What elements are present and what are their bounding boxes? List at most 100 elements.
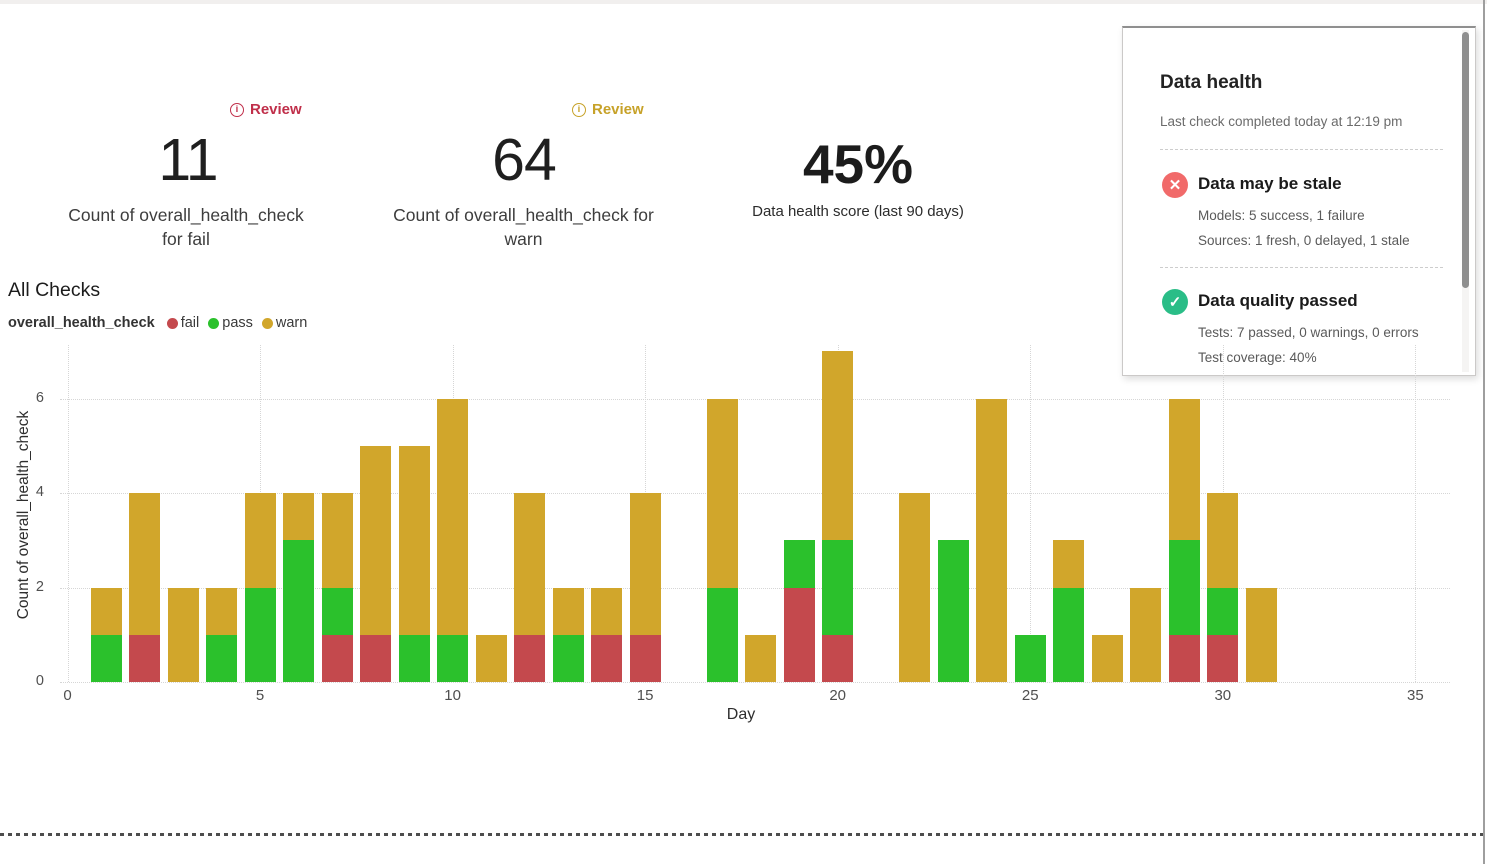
section-title-all-checks: All Checks — [8, 279, 101, 301]
review-badge-fail[interactable]: i Review — [230, 101, 302, 118]
legend-label: fail — [180, 315, 200, 331]
bar-segment-warn-day-13[interactable] — [552, 587, 584, 635]
bar-segment-warn-day-6[interactable] — [283, 493, 315, 541]
bar-segment-fail-day-15[interactable] — [629, 634, 661, 682]
check-circle-icon: ✓ — [1162, 289, 1188, 315]
bar-segment-fail-day-30[interactable] — [1207, 634, 1239, 682]
window-right-edge — [1483, 0, 1485, 864]
y-axis-title: Count of overall_health_check — [15, 410, 32, 620]
legend-label: pass — [222, 315, 253, 331]
bar-segment-warn-day-7[interactable] — [321, 493, 353, 588]
bar-segment-warn-day-18[interactable] — [745, 634, 777, 682]
bar-segment-pass-day-30[interactable] — [1207, 587, 1239, 635]
info-icon: i — [230, 102, 244, 117]
legend-label: warn — [275, 315, 308, 331]
bar-segment-warn-day-24[interactable] — [976, 398, 1008, 682]
y-tick-label: 0 — [35, 673, 44, 689]
x-tick-label: 15 — [636, 687, 654, 704]
bar-segment-warn-day-14[interactable] — [591, 587, 623, 635]
bar-segment-warn-day-17[interactable] — [706, 398, 738, 588]
bar-segment-pass-day-25[interactable] — [1014, 634, 1046, 682]
gridline — [1415, 345, 1417, 682]
bar-segment-pass-day-26[interactable] — [1053, 587, 1085, 682]
bar-segment-pass-day-6[interactable] — [283, 540, 315, 682]
legend-series-name: overall_health_check — [8, 315, 155, 331]
bar-segment-warn-day-1[interactable] — [90, 587, 122, 635]
bar-segment-pass-day-7[interactable] — [321, 587, 353, 635]
bar-segment-warn-day-2[interactable] — [129, 493, 161, 635]
kpi-value-health-score: 45% — [802, 133, 914, 195]
panel-item-detail: Test coverage: 40% — [1198, 350, 1317, 365]
divider — [1160, 149, 1443, 150]
review-badge-warn[interactable]: i Review — [572, 101, 644, 118]
bar-segment-warn-day-12[interactable] — [514, 493, 546, 635]
bar-segment-fail-day-29[interactable] — [1168, 634, 1200, 682]
bar-segment-fail-day-8[interactable] — [360, 634, 392, 682]
y-tick-label: 2 — [35, 578, 44, 595]
kpi-value-fail: 11 — [158, 127, 218, 193]
bar-segment-warn-day-15[interactable] — [629, 493, 661, 635]
bar-segment-warn-day-3[interactable] — [167, 587, 199, 682]
bar-segment-warn-day-22[interactable] — [899, 493, 931, 682]
bar-segment-warn-day-27[interactable] — [1091, 634, 1123, 682]
bar-segment-pass-day-20[interactable] — [822, 540, 854, 635]
y-tick-label: 6 — [35, 389, 44, 406]
bar-segment-warn-day-31[interactable] — [1245, 587, 1277, 682]
bar-segment-warn-day-8[interactable] — [360, 445, 392, 635]
x-axis-title: Day — [726, 706, 756, 723]
bar-segment-warn-day-30[interactable] — [1207, 493, 1239, 588]
bar-segment-pass-day-1[interactable] — [90, 634, 122, 682]
bar-segment-fail-day-14[interactable] — [591, 634, 623, 682]
chart-legend: overall_health_check fail pass warn — [8, 315, 316, 331]
x-tick-label: 35 — [1407, 687, 1424, 704]
bar-segment-warn-day-28[interactable] — [1130, 587, 1162, 682]
bar-segment-warn-day-29[interactable] — [1168, 398, 1200, 541]
kpi-label-warn: Count of overall_health_check for warn — [393, 205, 654, 249]
kpi-label-fail: Count of overall_health_check for fail — [68, 205, 304, 249]
bar-segment-pass-day-17[interactable] — [706, 587, 738, 682]
panel-item-detail: Models: 5 success, 1 failure — [1198, 208, 1365, 223]
bar-segment-warn-day-20[interactable] — [822, 351, 854, 541]
panel-title: Data health — [1160, 72, 1263, 93]
bar-segment-warn-day-26[interactable] — [1053, 540, 1085, 588]
bar-segment-pass-day-19[interactable] — [783, 540, 815, 588]
bar-segment-fail-day-12[interactable] — [514, 634, 546, 682]
bar-segment-warn-day-4[interactable] — [206, 587, 238, 635]
bar-segment-fail-day-19[interactable] — [783, 587, 815, 682]
legend-item-warn[interactable]: warn — [261, 315, 308, 331]
bar-segment-warn-day-5[interactable] — [244, 493, 276, 588]
bar-segment-warn-day-9[interactable] — [398, 445, 430, 635]
selection-dashed-line — [0, 833, 1487, 836]
panel-last-check: Last check completed today at 12:19 pm — [1160, 114, 1403, 129]
y-tick-label: 4 — [35, 484, 44, 500]
bar-segment-fail-day-20[interactable] — [822, 634, 854, 682]
bar-segment-pass-day-23[interactable] — [937, 540, 969, 682]
bar-segment-warn-day-10[interactable] — [437, 398, 469, 635]
x-circle-icon: ✕ — [1162, 172, 1188, 198]
gridline — [60, 493, 1450, 494]
bar-segment-pass-day-9[interactable] — [398, 634, 430, 682]
x-tick-label: 25 — [1021, 687, 1039, 704]
panel-scrollbar-thumb[interactable] — [1462, 32, 1469, 288]
gridline — [67, 345, 69, 682]
bar-segment-pass-day-29[interactable] — [1168, 540, 1200, 635]
bar-segment-pass-day-4[interactable] — [206, 634, 238, 682]
bar-segment-fail-day-2[interactable] — [129, 634, 161, 682]
legend-item-fail[interactable]: fail — [166, 315, 200, 331]
bar-segment-pass-day-13[interactable] — [552, 634, 584, 682]
kpi-label-health-score: Data health score (last 90 days) — [752, 203, 964, 220]
bar-segment-warn-day-11[interactable] — [475, 634, 507, 682]
divider — [1160, 267, 1443, 268]
bar-segment-pass-day-10[interactable] — [437, 634, 469, 682]
x-tick-label: 20 — [829, 687, 847, 704]
bar-segment-pass-day-5[interactable] — [244, 587, 276, 682]
fail-dot-icon — [166, 317, 178, 329]
bar-segment-fail-day-7[interactable] — [321, 634, 353, 682]
info-icon: i — [572, 102, 586, 117]
review-label: Review — [250, 101, 302, 118]
gridline — [60, 398, 1450, 400]
legend-item-pass[interactable]: pass — [208, 315, 253, 331]
x-tick-label: 30 — [1214, 687, 1232, 704]
